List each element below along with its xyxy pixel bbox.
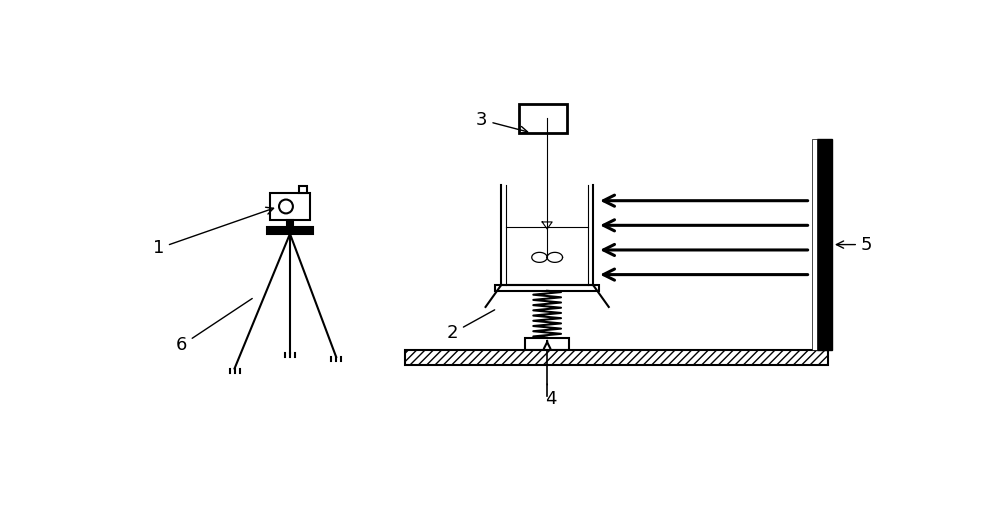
Bar — [267, 227, 313, 234]
Bar — [405, 350, 828, 365]
Bar — [287, 220, 293, 227]
Bar — [519, 104, 567, 133]
Bar — [812, 139, 817, 350]
Text: 6: 6 — [176, 298, 252, 355]
Text: 4: 4 — [545, 384, 557, 408]
Bar — [525, 338, 569, 350]
Bar — [495, 285, 599, 291]
Text: 2: 2 — [447, 310, 495, 342]
Bar — [299, 186, 307, 193]
Text: 3: 3 — [476, 111, 528, 133]
Bar — [270, 193, 310, 220]
Circle shape — [279, 199, 293, 214]
Text: 5: 5 — [836, 236, 872, 253]
Text: 1: 1 — [153, 207, 274, 258]
Bar — [817, 139, 832, 350]
